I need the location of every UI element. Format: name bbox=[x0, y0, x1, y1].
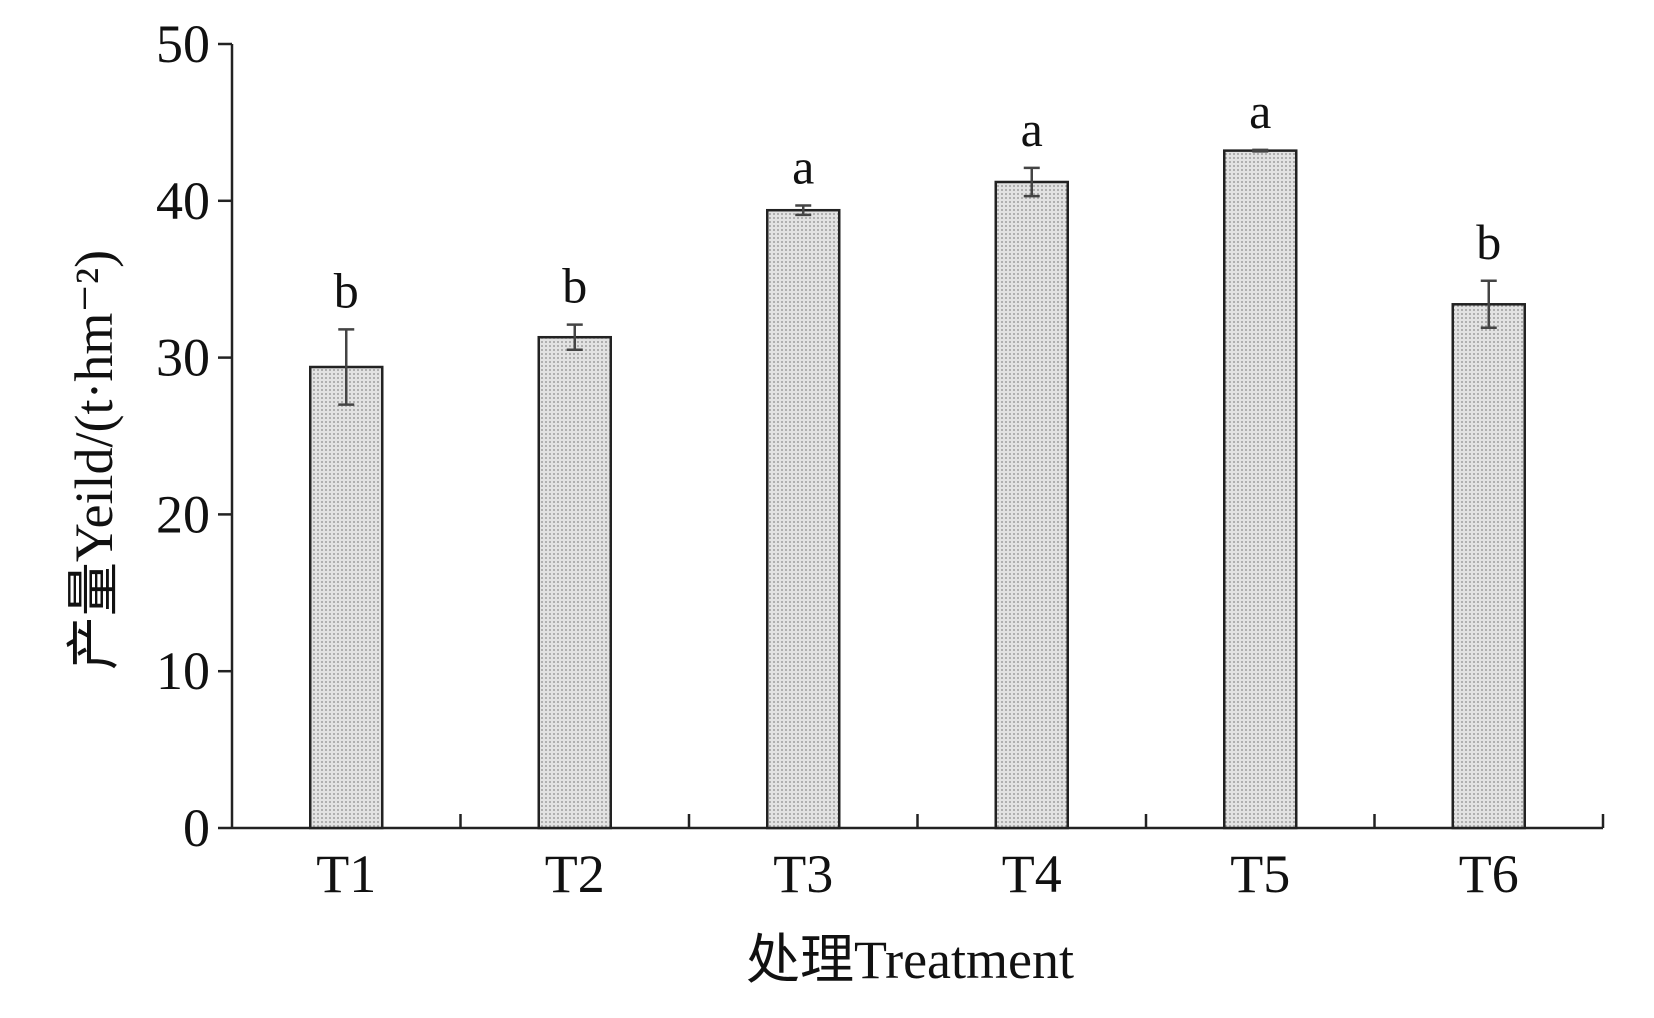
error-bar-t4 bbox=[1023, 166, 1040, 198]
bar-t2 bbox=[537, 335, 612, 830]
x-tick-label-t2: T2 bbox=[545, 844, 605, 904]
bars bbox=[309, 149, 1526, 830]
bar-t4 bbox=[994, 180, 1069, 830]
x-tick-label-t4: T4 bbox=[1002, 844, 1062, 904]
y-tick-label: 10 bbox=[156, 641, 210, 701]
x-tick-labels: T1 T2 T3 T4 T5 T6 bbox=[316, 844, 1519, 904]
error-bar-t1 bbox=[338, 328, 355, 406]
bar-t3 bbox=[766, 208, 841, 830]
y-tick-label: 50 bbox=[156, 14, 210, 74]
y-tick-label: 30 bbox=[156, 328, 210, 388]
significance-label-t1: b bbox=[334, 262, 359, 318]
x-tick-label-t5: T5 bbox=[1230, 844, 1290, 904]
x-tick-label-t1: T1 bbox=[316, 844, 376, 904]
y-tick-label: 40 bbox=[156, 171, 210, 231]
significance-labels: b b a a a b bbox=[334, 83, 1502, 319]
y-tick-label: 0 bbox=[183, 798, 210, 858]
error-bar-t2 bbox=[566, 323, 583, 352]
y-axis-title: 产量Yeild/(t·hm⁻²) bbox=[64, 250, 124, 670]
y-ticks: 0 10 20 30 40 50 bbox=[156, 14, 232, 858]
x-axis-title: 处理Treatment bbox=[746, 930, 1074, 990]
significance-label-t3: a bbox=[792, 139, 814, 195]
bar-t1 bbox=[309, 365, 384, 830]
x-ticks bbox=[459, 814, 1605, 828]
significance-label-t5: a bbox=[1249, 83, 1271, 139]
significance-label-t6: b bbox=[1476, 214, 1501, 270]
error-bar-t6 bbox=[1480, 279, 1497, 330]
significance-label-t4: a bbox=[1021, 101, 1043, 157]
error-bar-t3 bbox=[795, 204, 812, 217]
error-bar-t5 bbox=[1252, 148, 1269, 153]
significance-label-t2: b bbox=[562, 258, 587, 314]
bar-t6 bbox=[1451, 303, 1526, 830]
y-tick-label: 20 bbox=[156, 484, 210, 544]
error-bars bbox=[338, 148, 1497, 406]
bar-t5 bbox=[1223, 149, 1298, 830]
x-tick-label-t3: T3 bbox=[773, 844, 833, 904]
x-tick-label-t6: T6 bbox=[1459, 844, 1519, 904]
